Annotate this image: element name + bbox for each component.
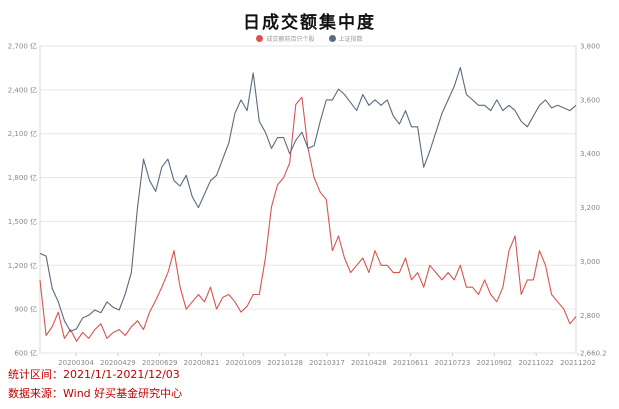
x-tick-label: 20210428 xyxy=(351,359,387,367)
x-tick-label: 20200304 xyxy=(58,359,94,367)
chart-legend: 成交额前百只个股 上证指数 xyxy=(0,34,619,43)
legend-label-index: 上证指数 xyxy=(338,36,363,43)
right-tick-label: 2,660.2 xyxy=(580,350,607,358)
x-tick-label: 20200429 xyxy=(100,359,136,367)
legend-item-index[interactable]: 上证指数 xyxy=(328,34,363,43)
x-tick-label: 20201009 xyxy=(226,359,262,367)
right-tick-label: 3,200 xyxy=(580,204,600,212)
x-tick-label: 20210317 xyxy=(309,359,345,367)
left-tick-label: 2,100 亿 xyxy=(8,129,37,138)
legend-label-turnover: 成交额前百只个股 xyxy=(266,36,315,43)
left-tick-label: 2,700 亿 xyxy=(8,42,37,51)
left-tick-label: 1,800 亿 xyxy=(8,173,37,182)
left-tick-label: 2,400 亿 xyxy=(8,85,37,94)
x-tick-label: 20211202 xyxy=(560,359,596,367)
right-tick-label: 3,600 xyxy=(580,96,600,104)
x-tick-label: 20210128 xyxy=(267,359,303,367)
left-tick-label: 600 亿 xyxy=(14,349,37,358)
left-tick-label: 1,200 亿 xyxy=(8,261,37,270)
x-tick-label: 20200629 xyxy=(142,359,178,367)
right-tick-label: 3,000 xyxy=(580,258,600,266)
right-tick-label: 3,800 xyxy=(580,43,600,51)
footer-period: 统计区间：2021/1/1-2021/12/03 xyxy=(8,368,180,381)
x-tick-label: 20210723 xyxy=(435,359,471,367)
chart-title: 日成交额集中度 xyxy=(243,13,376,33)
x-tick-label: 20210902 xyxy=(477,359,513,367)
legend-item-turnover[interactable]: 成交额前百只个股 xyxy=(256,34,315,43)
right-tick-label: 3,400 xyxy=(580,150,600,158)
left-tick-label: 1,500 亿 xyxy=(8,217,37,226)
x-tick-label: 20211022 xyxy=(518,359,554,367)
left-tick-label: 900 亿 xyxy=(14,305,37,314)
legend-dot-index xyxy=(328,35,336,42)
right-tick-label: 2,800 xyxy=(580,312,600,320)
series-line-index xyxy=(39,66,577,333)
x-tick-label: 20200821 xyxy=(184,359,220,367)
x-tick-label: 20210611 xyxy=(393,359,429,367)
footer-source: 数据来源：Wind 好买基金研究中心 xyxy=(8,387,183,400)
legend-dot-turnover xyxy=(256,35,264,42)
